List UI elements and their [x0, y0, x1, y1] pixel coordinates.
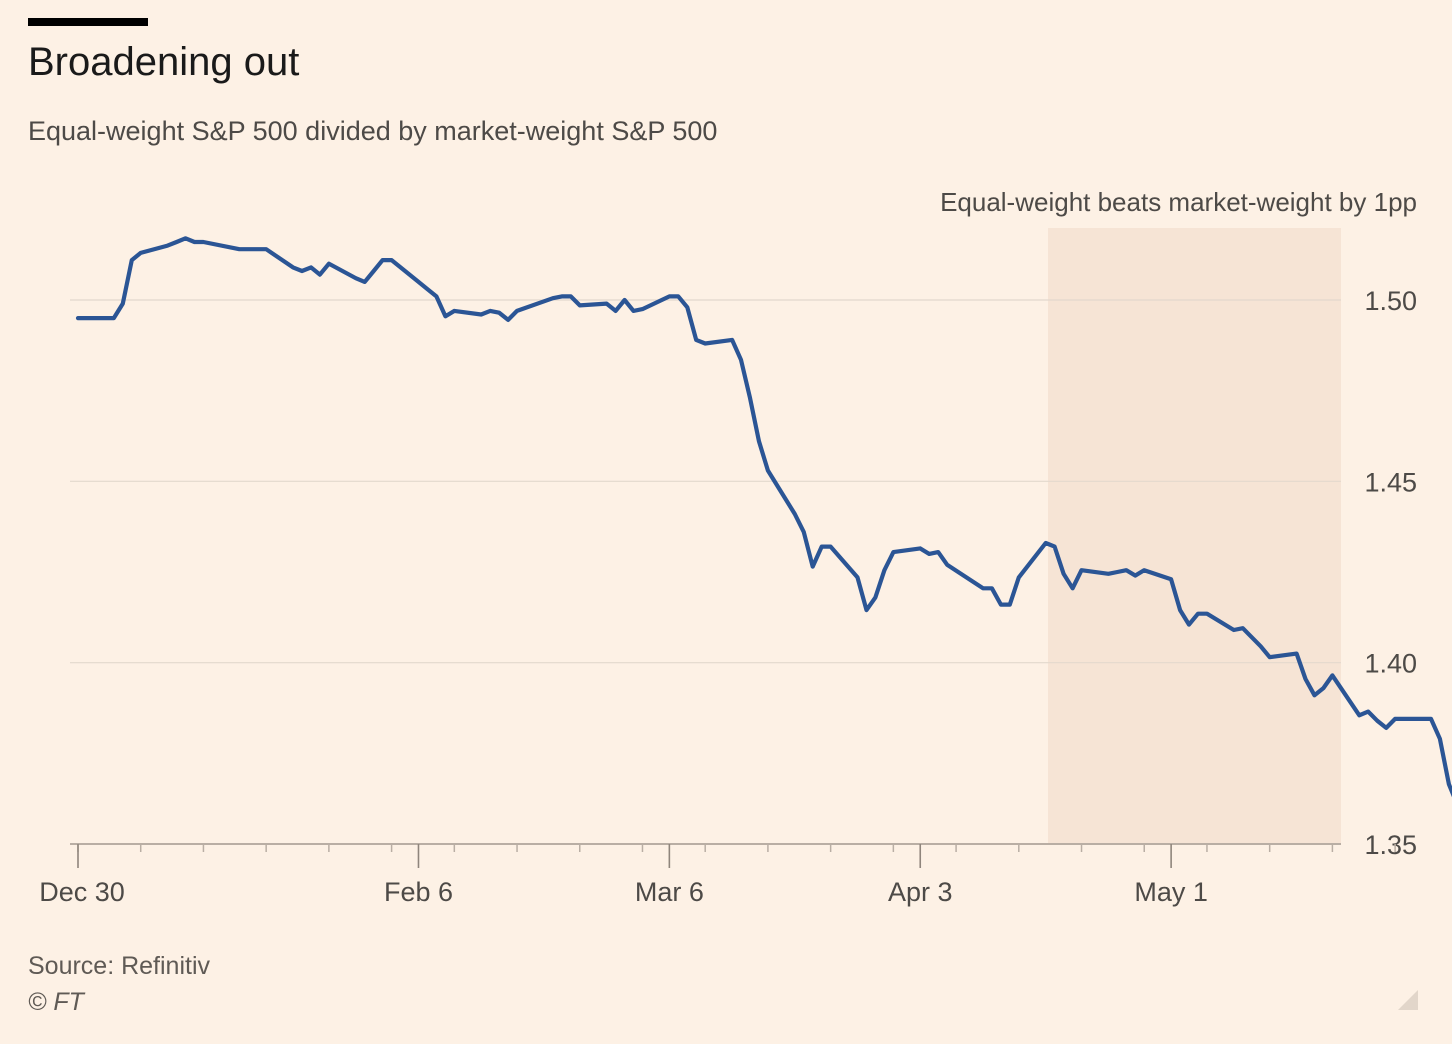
shaded-region-label: Equal-weight beats market-weight by 1pp	[940, 187, 1417, 217]
y-axis-labels: 1.35 1.40 1.45 1.50	[1364, 286, 1417, 860]
y-tick-label: 1.45	[1364, 467, 1417, 497]
x-tick-label: Mar 6	[635, 877, 704, 907]
chart-title: Broadening out	[28, 40, 300, 84]
y-tick-label: 1.40	[1364, 649, 1417, 679]
x-tick-label: May 1	[1134, 877, 1208, 907]
brand-top-bar	[28, 18, 148, 26]
gridlines	[70, 299, 1341, 664]
series-group	[75, 236, 1452, 798]
x-tick-label: Dec 30	[39, 877, 125, 907]
x-tick-label: Feb 6	[384, 877, 453, 907]
series-line	[75, 236, 1452, 798]
resize-handle-icon[interactable]	[1398, 990, 1418, 1010]
shaded-region	[1048, 228, 1341, 844]
y-tick-label: 1.35	[1364, 830, 1417, 860]
chart-subtitle: Equal-weight S&P 500 divided by market-w…	[28, 116, 718, 146]
x-tick-label: Apr 3	[888, 877, 953, 907]
y-tick-label: 1.50	[1364, 286, 1417, 316]
copyright-note: © FT	[28, 988, 84, 1016]
source-note: Source: Refinitiv	[28, 952, 211, 980]
